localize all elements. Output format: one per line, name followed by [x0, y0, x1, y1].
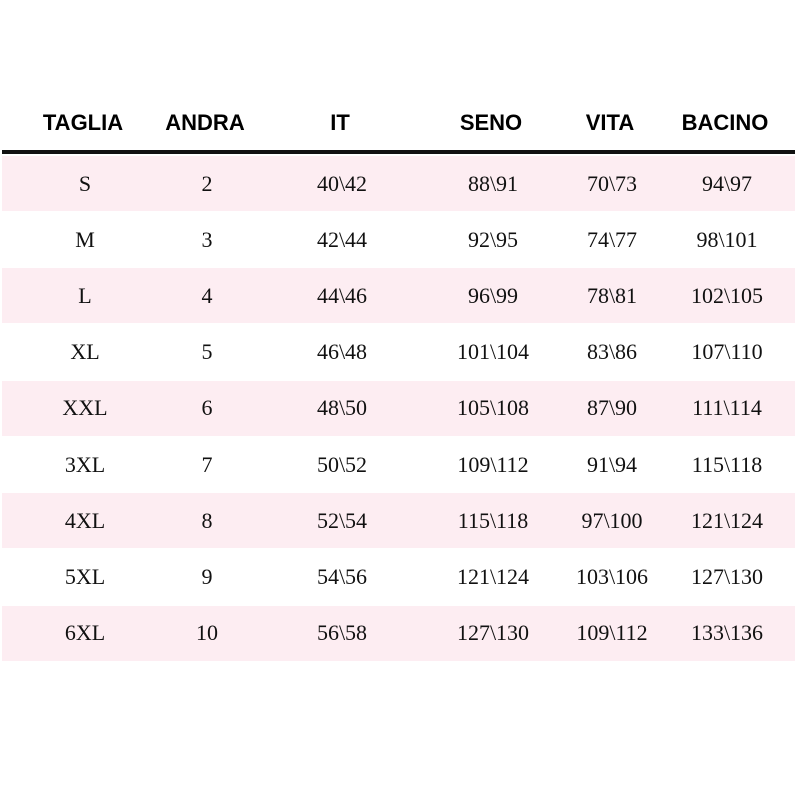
table-cell: 115\118 — [457, 507, 529, 533]
table-cell: 91\94 — [586, 451, 638, 477]
table-cell: 56\58 — [316, 620, 368, 646]
table-cell: XXL — [62, 395, 108, 421]
table-cell: 6XL — [64, 620, 106, 646]
header-andra: ANDRA — [165, 110, 245, 135]
table-cell: 50\52 — [316, 451, 368, 477]
table-cell: 133\136 — [690, 620, 764, 646]
table-cell: 88\91 — [467, 170, 519, 196]
table-cell: 7 — [201, 451, 213, 477]
table-cell: 3XL — [64, 451, 106, 477]
table-cell: 2 — [201, 170, 213, 196]
table-cell: 4 — [201, 282, 213, 308]
table-cell: 5XL — [64, 563, 106, 589]
header-it: IT — [330, 110, 350, 135]
header-divider — [2, 150, 795, 154]
table-cell: 97\100 — [581, 507, 643, 533]
table-cell: 6 — [201, 395, 213, 421]
table-cell: 109\112 — [576, 620, 648, 646]
header-taglia: TAGLIA — [42, 110, 124, 135]
table-cell: 121\124 — [690, 507, 764, 533]
table-cell: 70\73 — [586, 170, 638, 196]
table-cell: 103\106 — [575, 563, 649, 589]
table-cell: 115\118 — [691, 451, 763, 477]
table-cell: M — [75, 226, 95, 252]
table-cell: 87\90 — [586, 395, 638, 421]
table-row: M 3 42\44 92\95 74\77 98\101 — [2, 212, 795, 267]
table-cell: 48\50 — [316, 395, 368, 421]
table-cell: 54\56 — [316, 563, 368, 589]
table-cell: L — [78, 282, 92, 308]
table-cell: 92\95 — [467, 226, 519, 252]
table-cell: 4XL — [64, 507, 106, 533]
header-vita: VITA — [585, 110, 635, 135]
table-row: 5XL 9 54\56 121\124 103\106 127\130 — [2, 549, 795, 604]
table-cell: 107\110 — [691, 339, 763, 365]
table-cell: 105\108 — [456, 395, 530, 421]
table-cell: 98\101 — [696, 226, 758, 252]
table-row: 6XL 10 56\58 127\130 109\112 133\136 — [2, 605, 795, 661]
table-cell: 40\42 — [316, 170, 368, 196]
table-cell: S — [78, 170, 92, 196]
header-seno: SENO — [459, 110, 523, 135]
table-cell: 78\81 — [586, 282, 638, 308]
table-row: 4XL 8 52\54 115\118 97\100 121\124 — [2, 493, 795, 549]
header-bacino: BACINO — [681, 110, 769, 135]
table-cell: 46\48 — [316, 339, 368, 365]
table-cell: 5 — [201, 339, 213, 365]
table-cell: 127\130 — [690, 563, 764, 589]
table-cell: XL — [70, 339, 100, 365]
table-cell: 109\112 — [457, 451, 529, 477]
table-cell: 74\77 — [586, 226, 638, 252]
table-cell: 96\99 — [467, 282, 519, 308]
table-row: 3XL 7 50\52 109\112 91\94 115\118 — [2, 437, 795, 492]
table-cell: 111\114 — [692, 395, 762, 421]
table-cell: 121\124 — [456, 563, 530, 589]
table-cell: 8 — [201, 507, 213, 533]
table-cell: 9 — [201, 563, 213, 589]
table-cell: 3 — [201, 226, 213, 252]
table-cell: 102\105 — [690, 282, 764, 308]
table-cell: 101\104 — [456, 339, 530, 365]
table-cell: 83\86 — [586, 339, 638, 365]
table-cell: 44\46 — [316, 282, 368, 308]
table-row: XL 5 46\48 101\104 83\86 107\110 — [2, 325, 795, 380]
table-row: S 2 40\42 88\91 70\73 94\97 — [2, 156, 795, 211]
table-cell: 52\54 — [316, 507, 368, 533]
table-cell: 94\97 — [701, 170, 753, 196]
table-row: XXL 6 48\50 105\108 87\90 111\114 — [2, 380, 795, 436]
table-cell: 127\130 — [456, 620, 530, 646]
table-cell: 10 — [196, 620, 218, 646]
table-row: L 4 44\46 96\99 78\81 102\105 — [2, 268, 795, 324]
table-cell: 42\44 — [316, 226, 368, 252]
table-header: TAGLIA ANDRA IT SENO VITA BACINO — [0, 110, 800, 142]
